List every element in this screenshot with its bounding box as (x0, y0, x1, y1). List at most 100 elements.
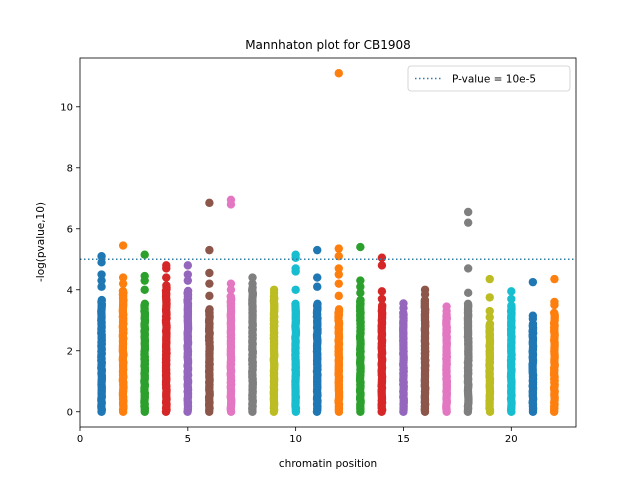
data-point (118, 286, 128, 296)
chromosome-9-points (269, 285, 279, 416)
outlier-point (334, 244, 343, 253)
outlier-point (485, 313, 494, 322)
outlier-point (356, 282, 365, 291)
y-tick-label: 6 (67, 224, 73, 235)
outlier-point (97, 282, 106, 291)
outlier-point (356, 276, 365, 285)
y-tick-label: 8 (67, 163, 73, 174)
data-point (313, 299, 322, 308)
outlier-point (183, 276, 193, 285)
outlier-point (97, 270, 106, 279)
data-point (463, 299, 473, 308)
data-point (356, 295, 365, 305)
outlier-point (334, 69, 343, 78)
outlier-point (334, 279, 343, 288)
outlier-point (291, 285, 300, 294)
outlier-point (97, 252, 106, 261)
data-point (226, 292, 235, 301)
data-point (485, 319, 495, 329)
outlier-point (162, 261, 171, 270)
outlier-point (377, 294, 387, 304)
outlier-point (118, 279, 128, 288)
chromosome-17-points (442, 302, 452, 416)
plot-area (79, 57, 577, 428)
outlier-point (291, 250, 300, 259)
outlier-point (226, 195, 236, 205)
outlier-point (313, 245, 322, 255)
data-point (183, 286, 193, 296)
outlier-point (291, 264, 300, 273)
chromosome-19-points (485, 274, 495, 416)
outlier-point (334, 264, 343, 273)
x-tick-label: 15 (397, 434, 410, 445)
data-points (97, 69, 559, 416)
chromosome-14-points (377, 253, 387, 416)
y-axis-label: -log(pvalue,10) (35, 202, 47, 282)
data-point (97, 295, 107, 305)
outlier-point (420, 285, 430, 294)
outlier-point (313, 273, 322, 282)
outlier-point (507, 294, 516, 304)
outlier-point (334, 291, 343, 301)
outlier-point (334, 270, 343, 279)
outlier-point (507, 287, 516, 296)
chromosome-3-points (140, 250, 150, 416)
outlier-point (313, 282, 322, 291)
x-tick-label: 20 (505, 434, 518, 445)
y-tick-label: 10 (60, 102, 73, 113)
outlier-point (377, 261, 387, 270)
outlier-point (97, 276, 106, 285)
outlier-point (463, 288, 473, 298)
outlier-point (205, 291, 214, 301)
data-point (549, 308, 559, 318)
outlier-point (269, 285, 279, 294)
chromosome-22-points (549, 274, 559, 416)
outlier-point (205, 279, 214, 288)
outlier-point (248, 279, 257, 288)
chromosome-1-points (97, 252, 107, 416)
outlier-point (97, 258, 106, 267)
outlier-point (205, 198, 214, 208)
data-point (162, 281, 171, 290)
outlier-point (463, 264, 473, 273)
legend-threshold-label: P-value = 10e-5 (452, 74, 536, 86)
outlier-point (226, 279, 236, 288)
outlier-point (463, 218, 473, 227)
outlier-point (140, 250, 149, 259)
outlier-point (140, 285, 149, 294)
axes-frame (79, 57, 577, 428)
outlier-point (485, 274, 494, 284)
y-axis-ticks: 0 2 4 6 8 10 (60, 102, 80, 418)
outlier-point (205, 245, 214, 255)
outlier-point (356, 288, 365, 298)
chromosome-21-points (528, 277, 538, 416)
y-tick-label: 0 (67, 407, 73, 418)
x-axis-ticks: 0 5 10 15 20 (77, 427, 518, 445)
x-tick-label: 5 (185, 434, 191, 445)
outlier-point (162, 273, 171, 282)
outlier-point (463, 207, 473, 217)
legend: P-value = 10e-5 (407, 65, 571, 92)
outlier-point (226, 285, 236, 294)
outlier-point (377, 253, 387, 262)
data-point (334, 305, 344, 314)
data-point (140, 299, 150, 308)
outlier-point (118, 241, 128, 250)
outlier-point (399, 299, 408, 308)
chromosome-13-points (355, 242, 365, 416)
outlier-point (528, 311, 538, 320)
data-point (507, 301, 516, 310)
chromosome-6-points (204, 198, 214, 416)
y-tick-label: 4 (67, 285, 73, 296)
chromosome-7-points (226, 195, 236, 416)
outlier-point (183, 261, 193, 270)
outlier-point (183, 270, 193, 279)
outlier-point (334, 252, 343, 261)
outlier-point (118, 273, 128, 282)
y-tick-label: 2 (67, 346, 73, 357)
outlier-point (550, 274, 559, 284)
chromosome-2-points (118, 241, 128, 416)
x-tick-label: 10 (289, 434, 302, 445)
chromosome-4-points (161, 261, 171, 416)
